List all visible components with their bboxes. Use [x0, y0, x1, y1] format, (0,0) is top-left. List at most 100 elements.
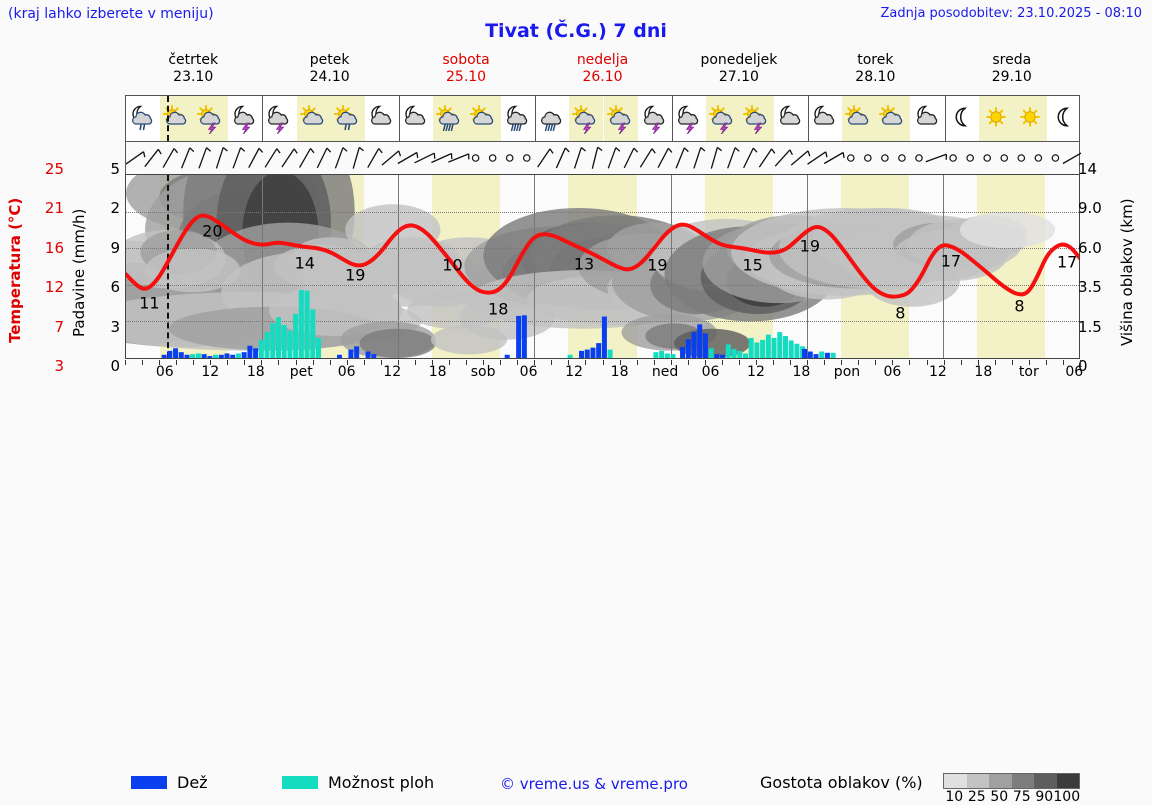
time-tick — [790, 360, 791, 365]
day-separator — [945, 96, 946, 141]
time-tick — [449, 360, 450, 365]
last-update-text: Zadnja posodobitev: 23.10.2025 - 08:10 — [880, 6, 1142, 21]
cloud-density-segment — [967, 774, 990, 788]
day-date: 27.10 — [671, 69, 807, 86]
time-tick — [176, 360, 177, 365]
weather-icon-cloud-rain — [535, 96, 569, 141]
cloud-height-axis-title: Višina oblakov (km) — [1118, 172, 1140, 372]
time-tick-label: 18 — [429, 364, 447, 380]
wind-barb-strip — [125, 142, 1080, 174]
cloud-density-tick-label: 25 — [968, 789, 986, 805]
cloud-density-tick-label: 75 — [1013, 789, 1031, 805]
weather-icon-moon — [1047, 96, 1081, 141]
time-tick — [244, 360, 245, 365]
temperature-value-label: 20 — [202, 221, 222, 240]
time-tick-label: 12 — [747, 364, 765, 380]
day-date: 28.10 — [807, 69, 943, 86]
time-tick — [193, 360, 194, 365]
time-tick — [313, 360, 314, 365]
time-tick-label: pet — [290, 364, 313, 380]
temperature-value-label: 17 — [941, 251, 961, 270]
time-tick — [551, 360, 552, 365]
time-tick — [381, 360, 382, 365]
cloudvals-tick: 1.5 — [1078, 318, 1118, 336]
time-tick — [637, 360, 638, 365]
tempvals-tick: 16 — [28, 239, 64, 257]
cloud-density-segment — [1057, 774, 1080, 788]
weather-icon-sun-cloud — [297, 96, 331, 141]
time-tick — [995, 360, 996, 365]
rain-legend-swatch — [131, 776, 167, 789]
temperature-value-label: 14 — [295, 253, 315, 272]
temperature-value-label: 15 — [742, 255, 762, 274]
weather-icon-moon-cloud — [808, 96, 842, 141]
time-tick-label: 06 — [884, 364, 902, 380]
time-tick-label: 06 — [1065, 364, 1083, 380]
precvals-tick: 6 — [94, 278, 120, 296]
weather-icon-sun-thunder — [194, 96, 228, 141]
precipitation-axis-title: Padavine (mm/h) — [70, 175, 92, 370]
weather-icon-sun — [979, 96, 1013, 141]
temperature-axis-title: Temperatura (°C) — [6, 175, 28, 365]
temperature-value-label: 13 — [574, 254, 594, 273]
time-tick — [773, 360, 774, 365]
cloudvals-tick: 6.0 — [1078, 239, 1118, 257]
precvals-tick: 0 — [94, 357, 120, 375]
time-tick — [466, 360, 467, 365]
weather-icon-moon-cloud-drizzle — [126, 96, 160, 141]
precvals-tick: 2 — [94, 199, 120, 217]
day-name: torek — [807, 52, 943, 69]
temperature-value-label: 18 — [488, 300, 508, 319]
weather-icon-sun-thunder — [740, 96, 774, 141]
day-date: 24.10 — [261, 69, 397, 86]
temperature-value-label: 19 — [345, 266, 365, 285]
time-tick — [415, 360, 416, 365]
weather-icon-sun-cloud — [842, 96, 876, 141]
time-tick-label: 18 — [247, 364, 265, 380]
time-tick — [1063, 360, 1064, 365]
time-tick — [927, 360, 928, 365]
temperature-curve — [126, 175, 1079, 358]
day-name: sreda — [944, 52, 1080, 69]
time-tick-label: 06 — [156, 364, 174, 380]
day-date: 26.10 — [534, 69, 670, 86]
weather-icon-sun-cloud — [160, 96, 194, 141]
time-tick — [824, 360, 825, 365]
temperature-value-label: 11 — [139, 293, 159, 312]
time-tick-label: 12 — [565, 364, 583, 380]
cloud-density-tick-label: 50 — [990, 789, 1008, 805]
cloud-density-colorbar — [943, 773, 1080, 789]
time-tick — [875, 360, 876, 365]
weather-icon-moon-thunder — [262, 96, 296, 141]
precvals-tick: 5 — [94, 160, 120, 178]
page-title: Tivat (Č.G.) 7 dni — [0, 20, 1152, 42]
day-separator — [535, 96, 536, 141]
weather-icon-moon-cloud — [365, 96, 399, 141]
weather-icon-sun-cloud-drizzle — [331, 96, 365, 141]
cloud-density-tick-label: 90 — [1035, 789, 1053, 805]
cloud-density-segment — [1012, 774, 1035, 788]
weather-icon-moon-thunder — [638, 96, 672, 141]
time-tick-label: tor — [1019, 364, 1039, 380]
time-tick — [603, 360, 604, 365]
day-separator — [672, 96, 673, 141]
weather-icon-moon-cloud — [910, 96, 944, 141]
copyright-link[interactable]: © vreme.us & vreme.pro — [500, 775, 688, 793]
day-separator — [808, 96, 809, 141]
weather-icon-moon-cloud-rain — [501, 96, 535, 141]
legend: Dež Možnost ploh © vreme.us & vreme.pro … — [0, 385, 1152, 430]
precvals-tick: 9 — [94, 239, 120, 257]
temperature-value-label: 17 — [1057, 253, 1077, 272]
cloudvals-tick: 14 — [1078, 160, 1118, 178]
weather-icon-sun-cloud — [467, 96, 501, 141]
time-tick-label: pon — [834, 364, 860, 380]
cloudvals-tick: 0 — [1078, 357, 1118, 375]
tempvals-tick: 3 — [28, 357, 64, 375]
time-tick-label: 18 — [611, 364, 629, 380]
time-tick — [278, 360, 279, 365]
